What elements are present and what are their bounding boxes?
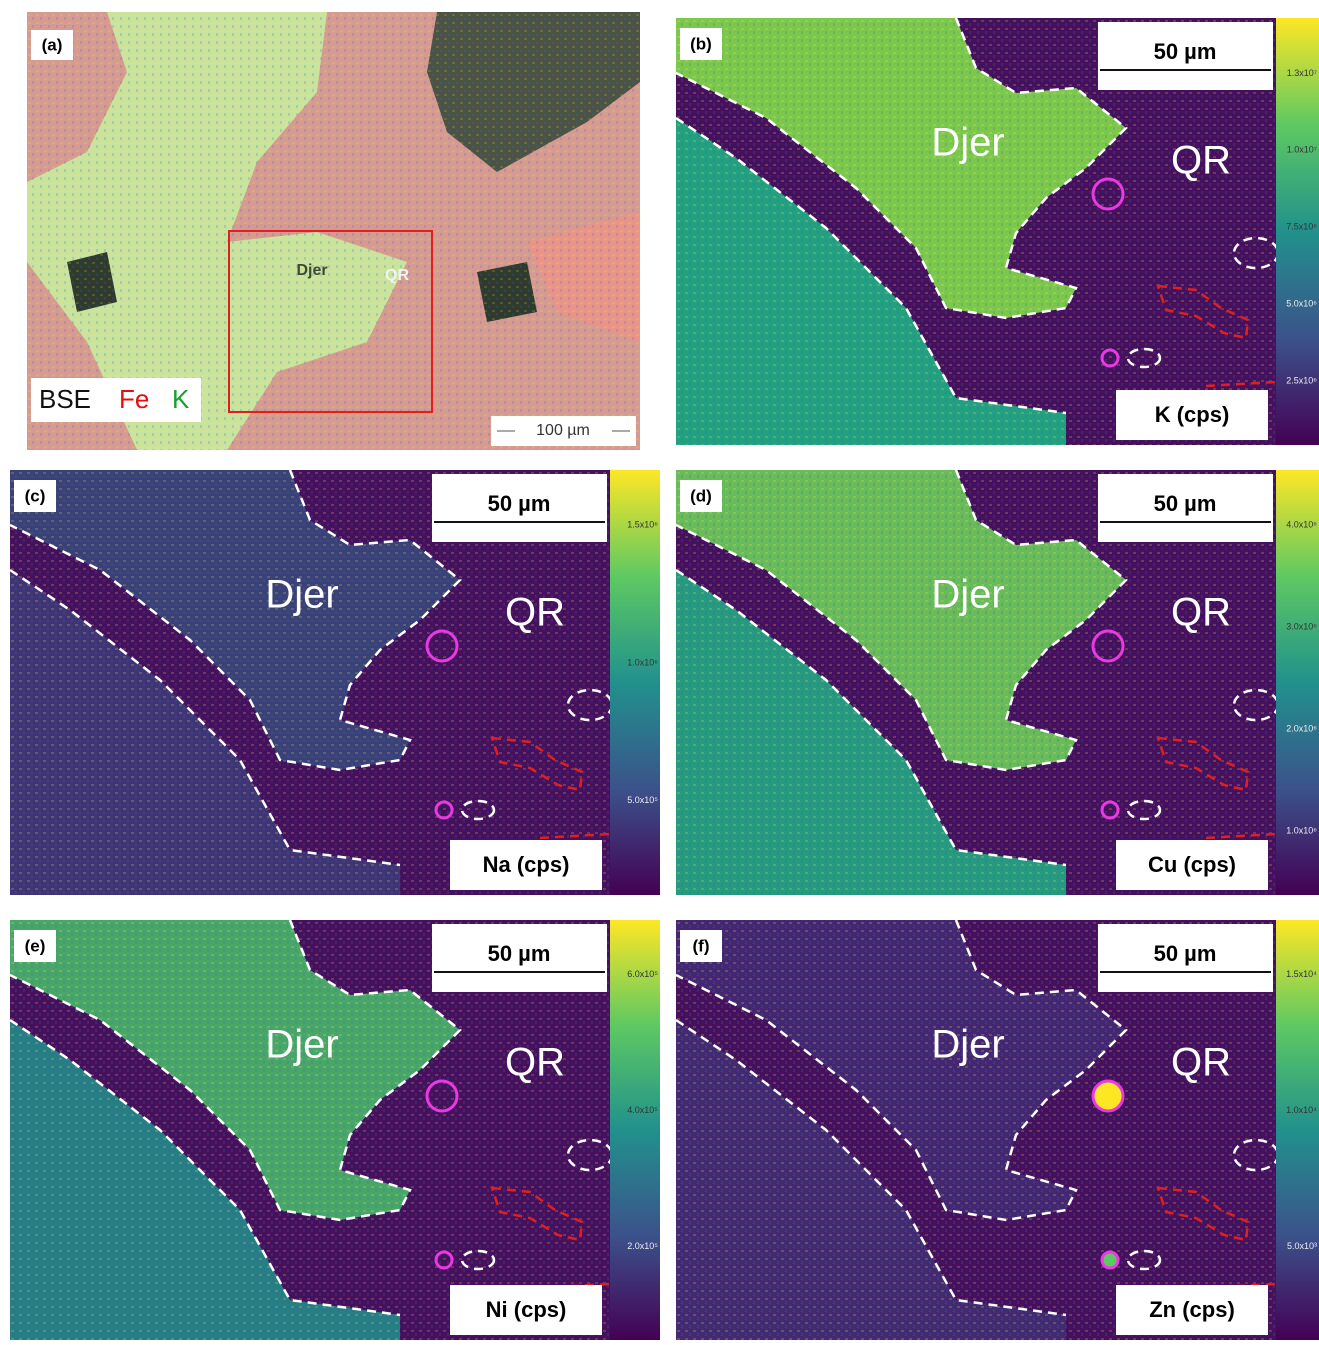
scale-label: 50 µm — [488, 941, 551, 966]
region-label: QR — [385, 267, 409, 284]
region-label: Djer — [931, 121, 1004, 165]
colorbar-tick-label: 6.0x10⁵ — [627, 969, 658, 979]
colorbar-tick-label: 1.5x10⁴ — [1286, 969, 1317, 979]
scale-label: 50 µm — [1154, 491, 1217, 516]
colorbar — [610, 470, 660, 895]
inclusion — [1102, 1252, 1118, 1268]
region-label: QR — [1171, 1041, 1231, 1085]
element-label: Na (cps) — [483, 852, 570, 877]
scale-label: 50 µm — [1154, 941, 1217, 966]
colorbar-tick-label: 4.0x10⁶ — [1286, 520, 1317, 530]
panel-label: (a) — [42, 35, 63, 54]
colorbar-tick-label: 2.0x10⁵ — [627, 1241, 658, 1251]
colorbar-tick-label: 1.0x10⁷ — [1287, 145, 1317, 155]
region-label: Djer — [265, 1023, 338, 1067]
scale-label: 100 µm — [536, 422, 590, 439]
map-panel: Djer QR (b) 50 µm K (cps) 1.3x10⁷ 1.0x10⁷ 7.5x1… — [676, 18, 1319, 448]
region-label: QR — [505, 1041, 565, 1085]
scale-label: 50 µm — [1154, 39, 1217, 64]
colorbar-tick-label: 2.0x10⁶ — [1286, 724, 1317, 734]
map-panel: Djer QR (e) 50 µm Ni (cps) 6.0x10⁵ 4.0x10⁵ 2.0x… — [10, 920, 660, 1345]
region-label: Djer — [931, 1023, 1004, 1067]
inclusion — [1093, 1081, 1123, 1111]
region-label: QR — [505, 591, 565, 635]
panel-label: (e) — [25, 936, 46, 955]
panel-label: (b) — [690, 34, 712, 53]
figure: (a) Djer QR BSE Fe K 100 µm Djer QR (b) 50 … — [0, 0, 1319, 1345]
region-label: QR — [1171, 139, 1231, 183]
colorbar-tick-label: 1.0x10⁶ — [627, 657, 658, 667]
region-label: Djer — [265, 573, 338, 617]
panel-label: (c) — [25, 486, 46, 505]
region-label: Djer — [931, 573, 1004, 617]
colorbar-tick-label: 5.0x10⁵ — [627, 795, 658, 805]
legend-entry: BSE — [39, 384, 91, 414]
scale-label: 50 µm — [488, 491, 551, 516]
legend-entry: K — [172, 384, 190, 414]
colorbar-tick-label: 1.5x10⁶ — [627, 520, 658, 530]
element-label: Ni (cps) — [486, 1297, 567, 1322]
map-panel: Djer QR (f) 50 µm Zn (cps) 1.5x10⁴ 1.0x10⁴ 5.0x… — [676, 920, 1319, 1345]
panel-a: (a) Djer QR BSE Fe K 100 µm — [27, 12, 640, 450]
colorbar-tick-label: 2.5x10⁶ — [1286, 375, 1317, 385]
legend-entry: Fe — [119, 384, 149, 414]
colorbar-tick-label: 5.0x10⁶ — [1286, 298, 1317, 308]
colorbar-tick-label: 5.0x10³ — [1287, 1241, 1317, 1251]
colorbar-tick-label: 3.0x10⁶ — [1286, 622, 1317, 632]
element-label: K (cps) — [1155, 402, 1230, 427]
element-label: Zn (cps) — [1149, 1297, 1235, 1322]
colorbar-tick-label: 7.5x10⁶ — [1286, 222, 1317, 232]
region-label: QR — [1171, 591, 1231, 635]
map-panel: Djer QR (c) 50 µm Na (cps) 1.5x10⁶ 1.0x10⁶ 5.0x… — [10, 470, 660, 900]
colorbar-tick-label: 1.3x10⁷ — [1287, 68, 1317, 78]
colorbar-tick-label: 1.0x10⁶ — [1286, 826, 1317, 836]
colorbar-tick-label: 4.0x10⁵ — [627, 1105, 658, 1115]
map-panel: Djer QR (d) 50 µm Cu (cps) 4.0x10⁶ 3.0x10⁶ 2.0x… — [676, 470, 1319, 900]
colorbar-tick-label: 1.0x10⁴ — [1286, 1105, 1317, 1115]
panel-label: (d) — [690, 486, 712, 505]
colorbar — [1276, 920, 1319, 1340]
element-label: Cu (cps) — [1148, 852, 1236, 877]
panel-label: (f) — [693, 936, 710, 955]
region-label: Djer — [296, 262, 327, 279]
colorbar — [610, 920, 660, 1340]
